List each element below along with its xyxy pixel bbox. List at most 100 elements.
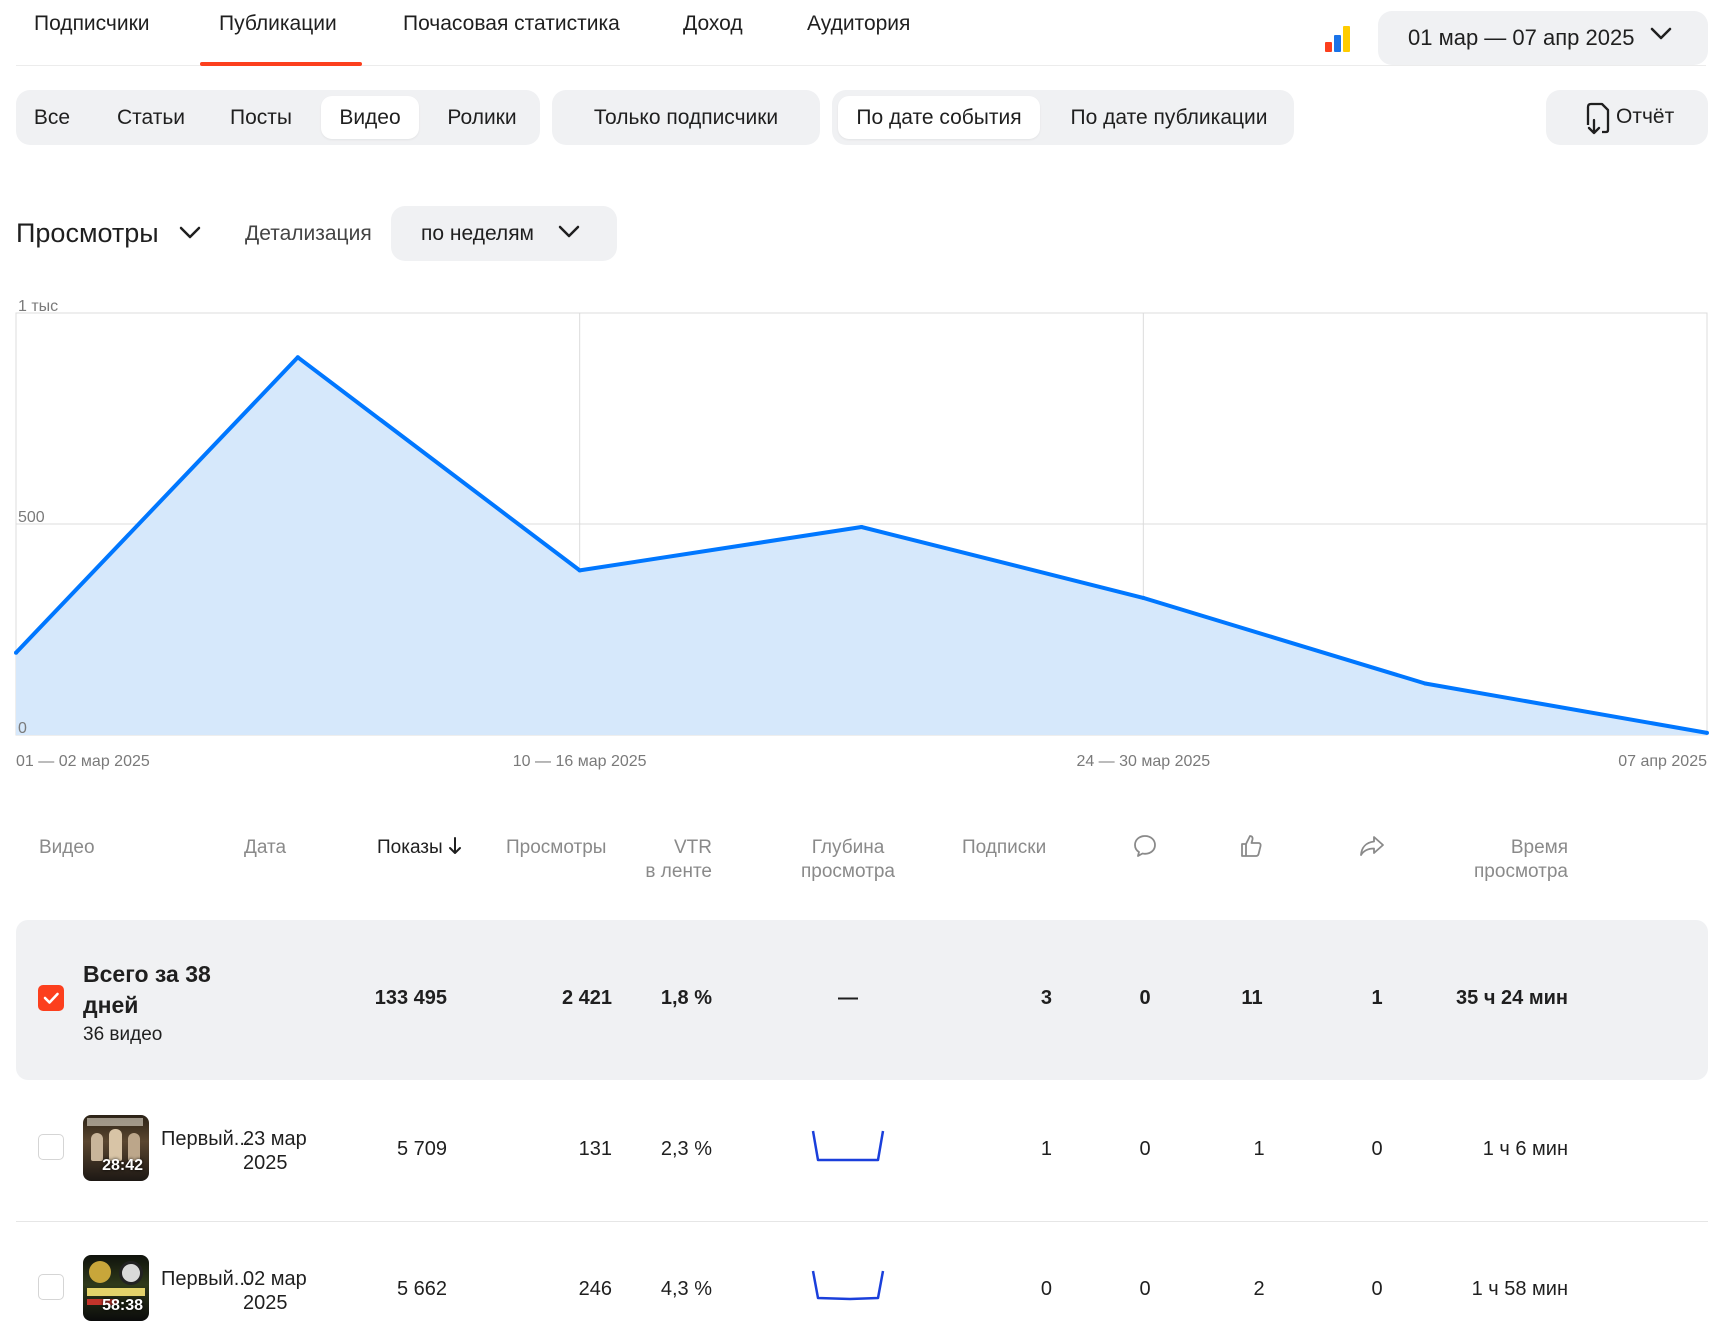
detail-label: Детализация [245,222,372,245]
y-tick-label: 500 [18,509,45,526]
row-vtr: 4,3 % [660,1278,712,1300]
x-tick-label: 07 апр 2025 [1618,753,1707,770]
video-date-day: 23 мар [243,1128,307,1150]
data-point[interactable] [1423,681,1428,686]
checkbox-row-1[interactable] [38,1134,64,1160]
data-point[interactable] [14,650,18,655]
video-duration: 58:38 [102,1297,143,1314]
bar-chart-icon[interactable] [1325,26,1351,52]
tab-audience[interactable]: Аудитория [807,12,911,35]
total-row [16,920,1708,1080]
active-tab-underline [200,62,362,66]
total-title: Всего за 38 дней [83,961,211,1018]
subscribers-only-label: Только подписчики [593,105,779,129]
row-likes: 1 [1253,1138,1265,1160]
total-likes: 11 [1241,987,1263,1009]
depth-sparkline [811,1130,885,1162]
filter-posts[interactable]: Посты [230,105,292,129]
x-tick-label: 10 — 16 мар 2025 [513,753,647,770]
row-subscriptions: 1 [1040,1138,1052,1160]
depth-sparkline [811,1270,885,1301]
tab-hourly-stats[interactable]: Почасовая статистика [403,12,620,35]
col-vtr-line2: в ленте [645,861,712,882]
report-button-label: Отчёт [1616,105,1675,128]
tab-income[interactable]: Доход [683,12,743,35]
col-views[interactable]: Просмотры [506,837,607,858]
total-views: 2 421 [561,987,612,1009]
data-point[interactable] [295,355,300,360]
filter-all[interactable]: Все [33,105,71,129]
data-point[interactable] [859,524,864,529]
total-impressions: 133 495 [374,987,447,1009]
date-mode-filter: По дате события По дате публикации [832,90,1294,145]
total-depth: — [838,987,858,1009]
date-mode-publication[interactable]: По дате публикации [1070,105,1268,129]
filter-articles[interactable]: Статьи [116,105,186,129]
total-shares: 1 [1371,987,1383,1009]
video-date: 23 мар 2025 [243,1127,307,1175]
total-subscriptions: 3 [1040,987,1052,1009]
tab-publications[interactable]: Публикации [219,12,337,35]
views-area [16,357,1707,735]
total-subtitle: 36 видео [83,1024,163,1045]
col-date[interactable]: Дата [244,837,287,858]
row-impressions: 5 662 [396,1278,447,1300]
col-vtr-line1: VTR [674,837,712,858]
chevron-down-icon [558,225,580,238]
date-range-label: 01 мар — 07 апр 2025 [1408,25,1635,50]
col-depth-line2: просмотра [801,861,895,882]
row-vtr: 2,3 % [660,1138,712,1160]
video-title[interactable]: Первый... [161,1268,251,1290]
row-watch-time: 1 ч 6 мин [1482,1138,1568,1160]
like-icon[interactable] [1238,833,1264,859]
share-icon[interactable] [1358,833,1386,859]
row-views: 131 [578,1138,612,1160]
row-subscriptions: 0 [1040,1278,1052,1300]
row-divider [16,1221,1708,1222]
video-thumbnail[interactable]: 28:42 [83,1115,149,1181]
comment-icon[interactable] [1132,833,1158,859]
col-watch-time-line2: просмотра [1474,861,1568,882]
row-comments: 0 [1139,1138,1151,1160]
checkbox-total[interactable] [38,985,64,1011]
detail-select-value: по неделям [421,222,534,245]
total-watch-time: 35 ч 24 мин [1456,987,1568,1009]
col-vtr[interactable]: VTR в ленте [612,836,712,884]
data-point[interactable] [1705,730,1709,735]
row-views: 246 [578,1278,612,1300]
video-title[interactable]: Первый... [161,1128,251,1150]
report-download-icon [1586,102,1610,135]
row-watch-time: 1 ч 58 мин [1471,1278,1568,1300]
col-video[interactable]: Видео [39,837,95,858]
col-impressions[interactable]: Показы [377,836,443,860]
row-comments: 0 [1139,1278,1151,1300]
tab-subscribers[interactable]: Подписчики [34,12,150,35]
col-depth-line1: Глубина [811,837,885,858]
sort-arrow-icon[interactable] [448,836,462,856]
date-mode-event[interactable]: По дате события [838,96,1040,139]
checkbox-checked-icon [43,992,59,1004]
col-impressions-label: Показы [377,837,443,858]
date-range-picker[interactable]: 01 мар — 07 апр 2025 [1378,11,1708,65]
chevron-down-icon [1650,27,1672,40]
data-point[interactable] [577,568,582,573]
filter-video[interactable]: Видео [321,96,419,139]
video-date: 02 мар 2025 [243,1267,307,1315]
data-point[interactable] [1141,595,1146,600]
video-date-year: 2025 [243,1152,288,1174]
filter-shorts[interactable]: Ролики [447,105,517,129]
subscribers-only-filter[interactable]: Только подписчики [552,90,820,145]
video-thumbnail[interactable]: 58:38 [83,1255,149,1321]
y-tick-label: 0 [18,720,27,737]
col-watch-time[interactable]: Время просмотра [1428,836,1568,884]
x-tick-label: 24 — 30 мар 2025 [1076,753,1210,770]
metric-selector[interactable]: Просмотры [16,218,159,248]
row-likes: 2 [1253,1278,1265,1300]
row-shares: 0 [1371,1278,1383,1300]
col-subscriptions[interactable]: Подписки [962,837,1047,858]
chevron-down-icon[interactable] [178,225,202,241]
detail-select[interactable]: по неделям [391,206,617,261]
report-button[interactable]: Отчёт [1546,90,1708,145]
checkbox-row-2[interactable] [38,1274,64,1300]
col-depth[interactable]: Глубина просмотра [778,836,918,884]
